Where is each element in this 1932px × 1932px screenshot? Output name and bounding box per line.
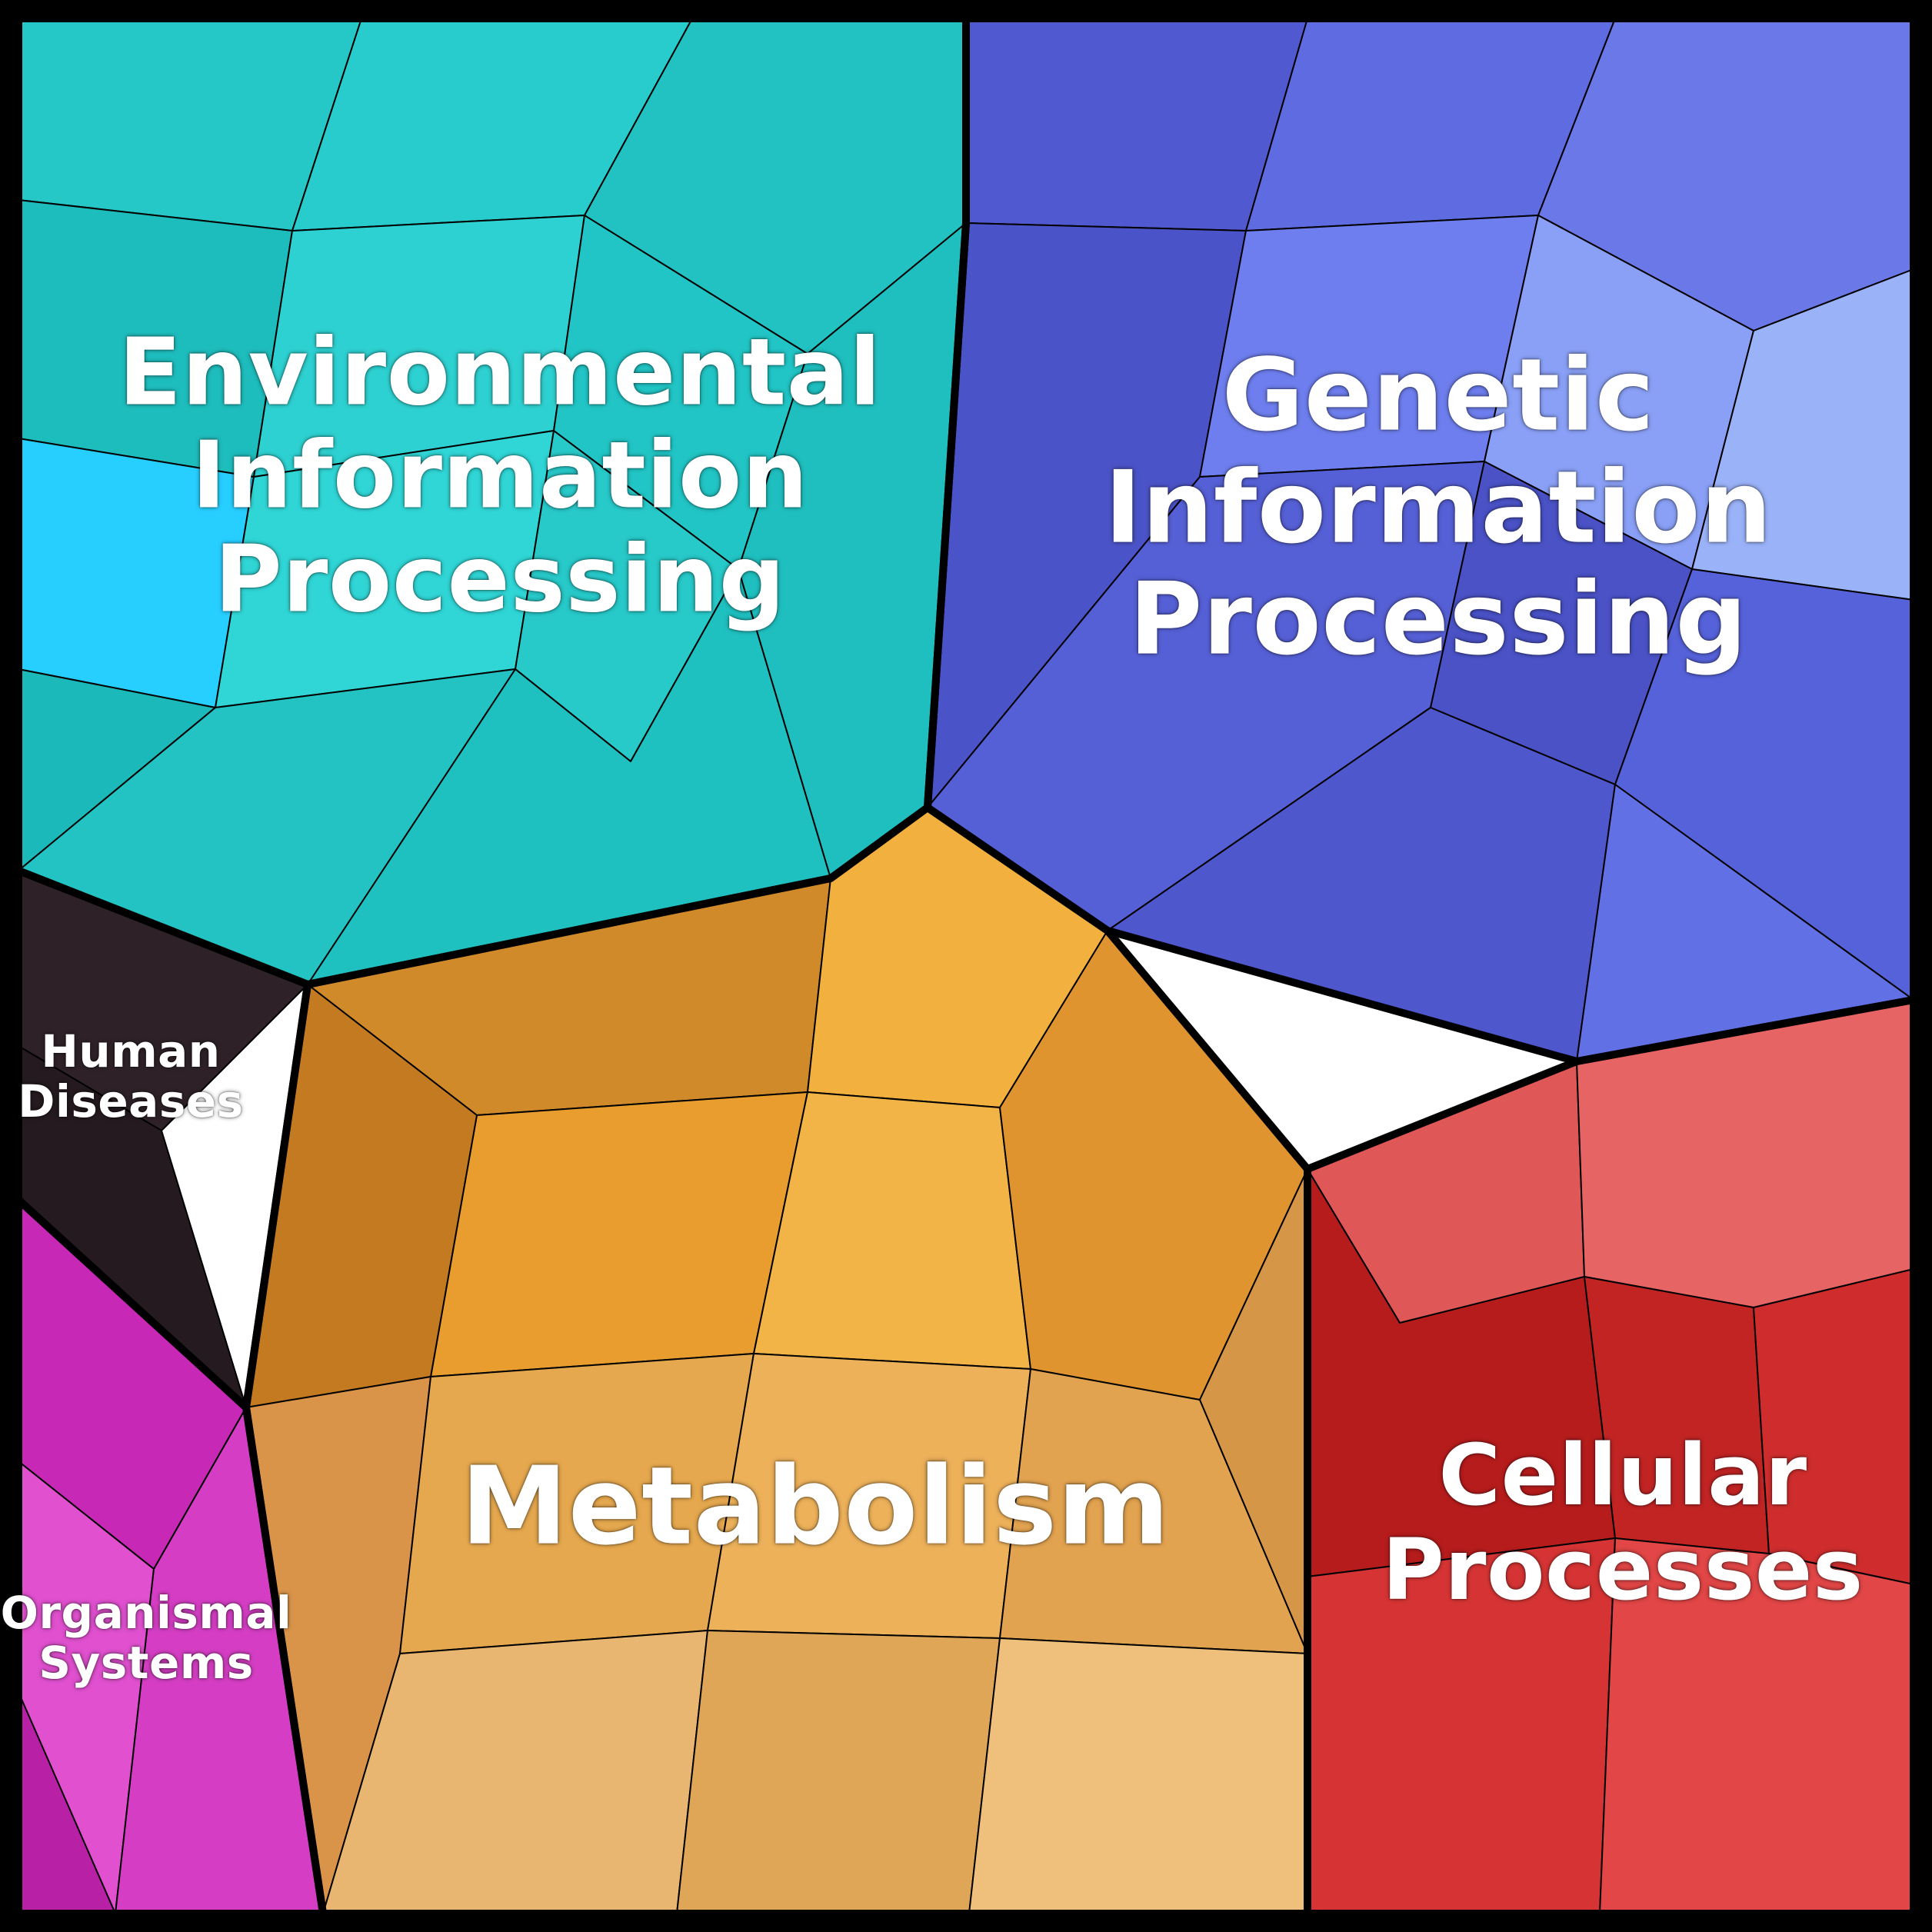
- label-cellular: Cellular Processes: [1382, 1428, 1864, 1617]
- label-organismal: Organismal Systems: [1, 1588, 292, 1688]
- label-metabolism: Metabolism: [461, 1447, 1170, 1568]
- label-genetic: Genetic Information Processing: [1104, 340, 1772, 676]
- voronoi-treemap: Environmental Information Processing Gen…: [0, 0, 1932, 1932]
- label-environmental: Environmental Information Processing: [118, 321, 881, 631]
- label-human-diseases: Human Diseases: [18, 1027, 243, 1127]
